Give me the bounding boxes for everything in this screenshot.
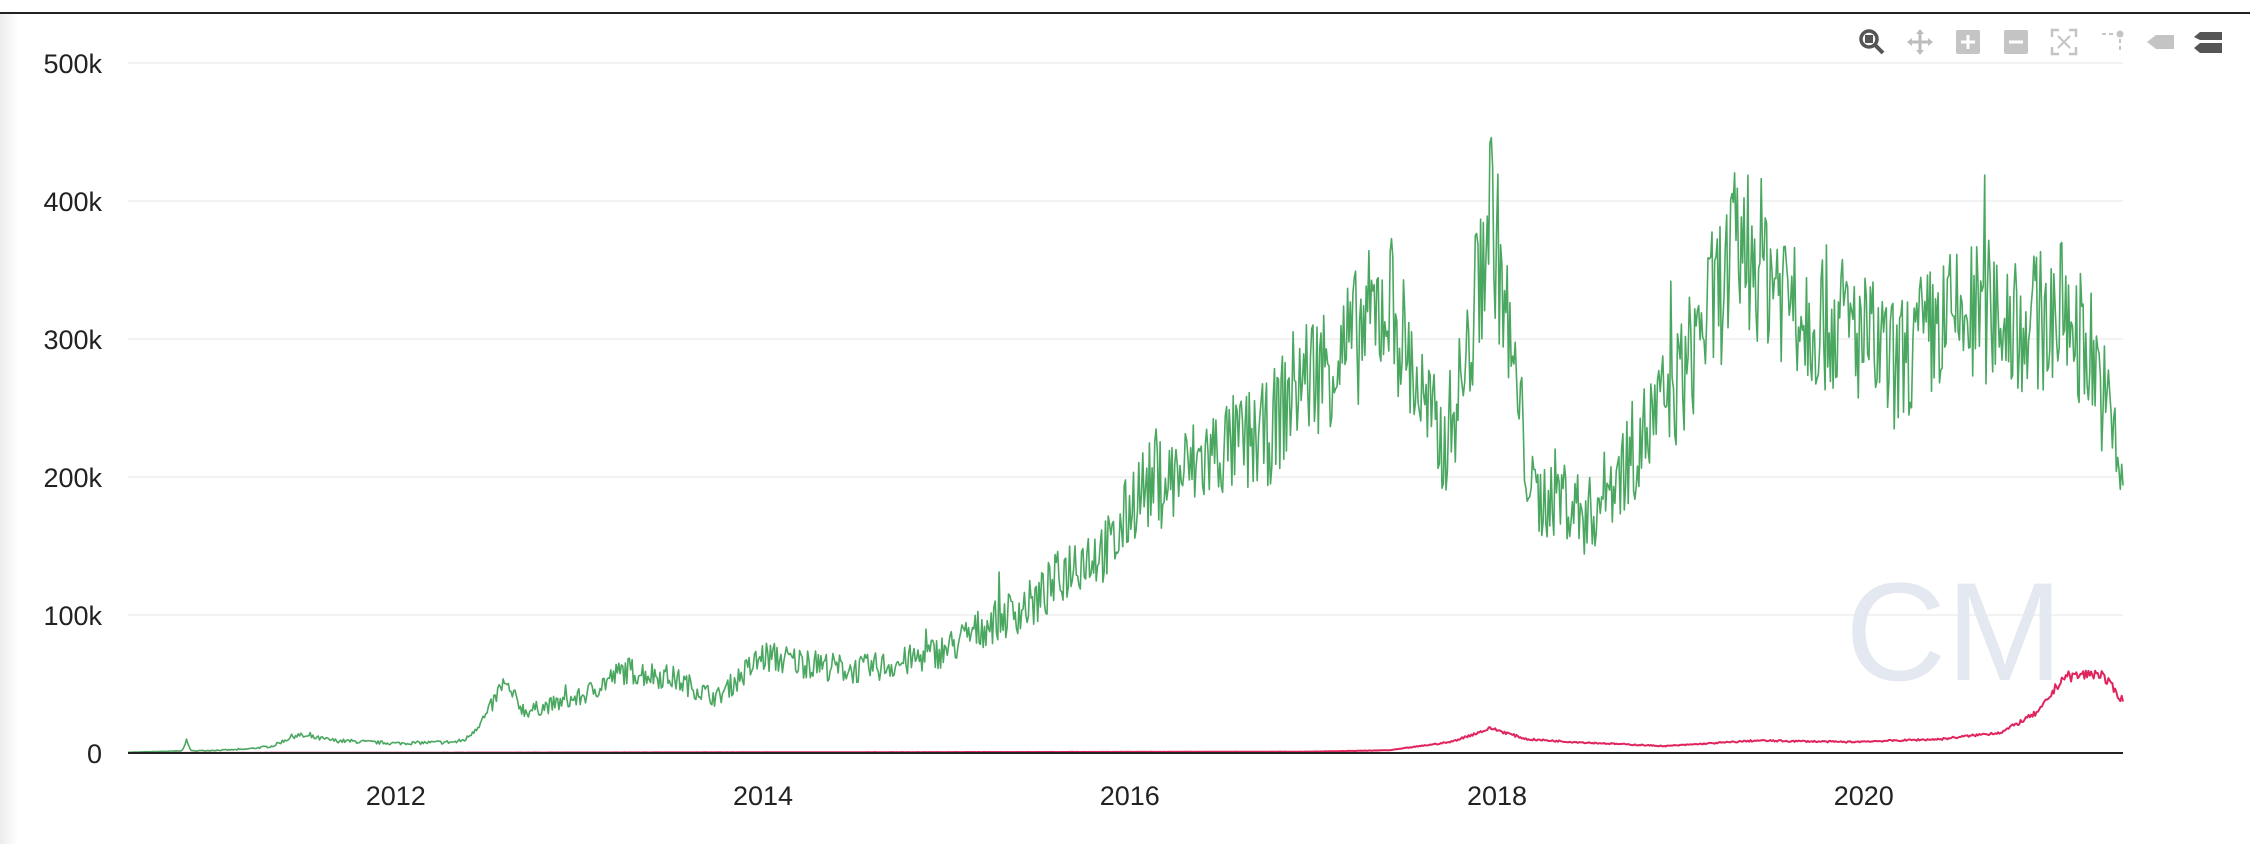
y-tick-label: 300k (43, 325, 102, 355)
gridlines (128, 62, 2123, 616)
spike-lines-icon (2102, 30, 2124, 50)
autoscale-icon (2050, 28, 2078, 56)
autoscale-button[interactable] (2044, 22, 2084, 62)
zoom-in-icon (1956, 30, 1980, 54)
y-tick-label: 500k (43, 49, 102, 79)
cm-watermark: CM (1845, 553, 2063, 710)
x-tick-label: 2012 (366, 781, 426, 811)
watermark-text: CM (1845, 553, 2063, 710)
series-line-2 (128, 669, 2124, 754)
x-tick-label: 2018 (1467, 781, 1527, 811)
hover-closest-button[interactable] (2140, 22, 2180, 62)
y-tick-label: 0 (87, 739, 102, 769)
pan-icon (1907, 29, 1933, 55)
zoom-button[interactable] (1852, 22, 1892, 62)
y-axis-ticks: 0 100k 200k 300k 400k 500k (43, 49, 102, 769)
zoom-icon (1859, 29, 1885, 55)
y-tick-label: 400k (43, 187, 102, 217)
series-line-1 (127, 136, 2124, 754)
hover-compare-icon (2194, 32, 2222, 53)
spike-lines-button[interactable] (2092, 22, 2132, 62)
zoom-in-button[interactable] (1948, 22, 1988, 62)
zoom-out-icon (2004, 30, 2028, 54)
zoom-out-button[interactable] (1996, 22, 2036, 62)
pan-button[interactable] (1900, 22, 1940, 62)
x-axis-ticks: 2012 2014 2016 2018 2020 (366, 781, 1894, 811)
y-tick-label: 100k (43, 601, 102, 631)
modebar (1844, 22, 2228, 62)
series-layer (127, 136, 2124, 754)
top-border (0, 0, 2250, 14)
left-shade (0, 14, 18, 844)
hover-closest-icon (2147, 35, 2174, 49)
x-tick-label: 2014 (733, 781, 793, 811)
y-tick-label: 200k (43, 463, 102, 493)
x-tick-label: 2020 (1834, 781, 1894, 811)
hover-compare-button[interactable] (2188, 22, 2228, 62)
x-tick-label: 2016 (1100, 781, 1160, 811)
